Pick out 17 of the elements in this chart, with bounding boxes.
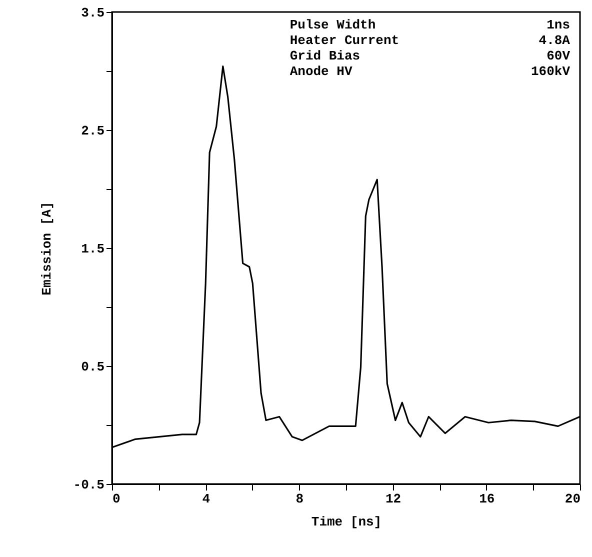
x-tick-label: 4 bbox=[202, 492, 210, 506]
y-tick-label: 3.5 bbox=[81, 6, 105, 20]
y-tick-label: 1.5 bbox=[81, 242, 105, 256]
x-tick-label: 20 bbox=[564, 492, 581, 506]
x-axis-title: Time [ns] bbox=[311, 514, 382, 530]
y-tick-label: 2.5 bbox=[81, 124, 105, 138]
x-tick-label: 12 bbox=[385, 492, 402, 506]
y-tick-label: -0.5 bbox=[73, 478, 105, 492]
text: Grid Bias 60V bbox=[290, 48, 570, 64]
x-tick-label: 8 bbox=[296, 492, 304, 506]
text: Heater Current 4.8A bbox=[290, 32, 570, 48]
y-tick-label: 0.5 bbox=[81, 360, 105, 374]
text: Pulse Width 1ns bbox=[290, 17, 570, 32]
text: Anode HV 160kV bbox=[290, 64, 570, 79]
y-axis-title: Emission [A] bbox=[39, 202, 54, 296]
x-tick-label: 16 bbox=[479, 492, 495, 506]
x-tick-label: 0 bbox=[112, 492, 120, 506]
